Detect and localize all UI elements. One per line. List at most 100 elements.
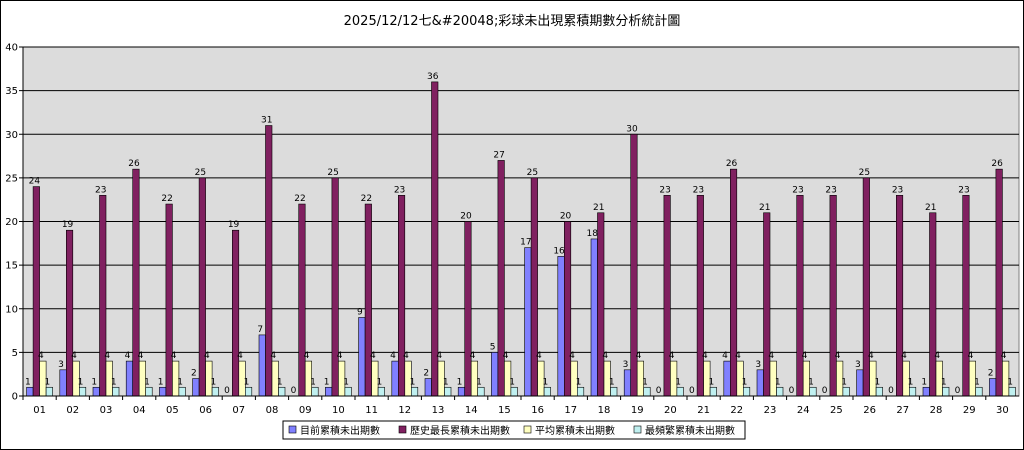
data-label: 1 [874, 377, 880, 387]
x-tick-label: 01 [33, 405, 46, 416]
bar [59, 369, 67, 397]
bar [132, 168, 140, 397]
bar [26, 386, 34, 397]
bar [862, 177, 870, 397]
data-label: 22 [294, 194, 305, 204]
data-label: 4 [636, 351, 642, 361]
data-label: 18 [587, 229, 599, 239]
bar [92, 386, 100, 397]
legend-label: 平均累積未出期數 [535, 424, 615, 437]
bar [709, 386, 717, 397]
data-label: 23 [95, 185, 106, 195]
data-label: 1 [921, 377, 927, 387]
bar [643, 386, 651, 397]
data-label: 0 [955, 386, 961, 396]
data-label: 1 [443, 377, 449, 387]
data-label: 25 [527, 168, 538, 178]
data-label: 4 [722, 351, 728, 361]
data-label: 22 [361, 194, 372, 204]
bar [756, 369, 764, 397]
y-tick-label: 0 [12, 392, 18, 403]
data-label: 3 [755, 360, 761, 370]
x-axis: 01 02 03 04 05 06 07 08 09 10 11 12 13 14 15 16 17 18 19 20… [22, 395, 1019, 416]
data-label: 1 [25, 377, 31, 387]
data-label: 36 [427, 72, 439, 82]
bar [530, 177, 538, 397]
x-tick-label: 03 [100, 405, 113, 416]
data-label: 4 [270, 351, 276, 361]
bar [676, 386, 684, 397]
x-tick-label: 02 [66, 405, 79, 416]
bar [165, 203, 173, 397]
y-tick-label: 35 [5, 86, 18, 97]
data-label: 1 [44, 377, 50, 387]
data-label: 4 [71, 351, 77, 361]
x-tick-label: 27 [896, 405, 909, 416]
x-tick-label: 23 [764, 405, 777, 416]
y-tick-label: 20 [5, 217, 18, 228]
data-label: 1 [310, 377, 316, 387]
bars [26, 81, 1016, 397]
bar [842, 386, 850, 397]
data-label: 1 [808, 377, 814, 387]
bar [424, 378, 432, 397]
x-tick-label: 26 [863, 405, 876, 416]
data-label: 4 [602, 351, 608, 361]
data-label: 0 [224, 386, 230, 396]
data-label: 1 [158, 377, 164, 387]
data-label: 4 [735, 351, 741, 361]
x-tick-label: 15 [498, 405, 511, 416]
data-label: 1 [376, 377, 382, 387]
data-label: 1 [609, 377, 615, 387]
data-label: 1 [343, 377, 349, 387]
x-tick-label: 04 [133, 405, 146, 416]
data-label: 4 [237, 351, 243, 361]
data-label: 1 [708, 377, 714, 387]
bar [457, 386, 466, 397]
data-label: 4 [38, 351, 44, 361]
bar [723, 360, 731, 397]
data-label: 2 [423, 369, 429, 379]
legend-box [282, 420, 746, 440]
bar [32, 186, 40, 397]
legend-swatch [633, 425, 642, 434]
data-label: 4 [968, 351, 974, 361]
bar [145, 386, 153, 397]
bar [344, 386, 352, 397]
bar [358, 317, 366, 397]
data-label: 1 [324, 377, 330, 387]
x-tick-label: 20 [664, 405, 677, 416]
data-label: 2 [191, 369, 197, 379]
bar [444, 386, 452, 397]
data-label: 1 [576, 377, 582, 387]
bar [829, 195, 837, 397]
data-label: 24 [29, 177, 41, 187]
data-label: 1 [775, 377, 781, 387]
data-label: 1 [642, 377, 648, 387]
bar [742, 386, 751, 397]
data-label: 23 [958, 185, 969, 195]
bar [856, 369, 864, 397]
data-label: 4 [702, 351, 708, 361]
bar [377, 386, 385, 397]
data-label: 1 [78, 377, 84, 387]
data-label: 16 [553, 246, 565, 256]
bar [543, 386, 551, 397]
data-label: 26 [726, 159, 738, 169]
x-tick-label: 16 [531, 405, 544, 416]
bar [159, 386, 167, 397]
data-label: 23 [892, 185, 903, 195]
x-tick-label: 24 [797, 405, 810, 416]
data-label: 7 [257, 325, 263, 335]
data-label: 3 [855, 360, 861, 370]
bar [192, 378, 200, 397]
data-label: 2 [988, 369, 994, 379]
data-label: 25 [859, 168, 870, 178]
bar [245, 386, 253, 397]
data-label: 4 [768, 351, 774, 361]
bar [696, 195, 704, 397]
bar [325, 386, 333, 397]
bar [1008, 386, 1016, 397]
data-label: 1 [144, 377, 150, 387]
